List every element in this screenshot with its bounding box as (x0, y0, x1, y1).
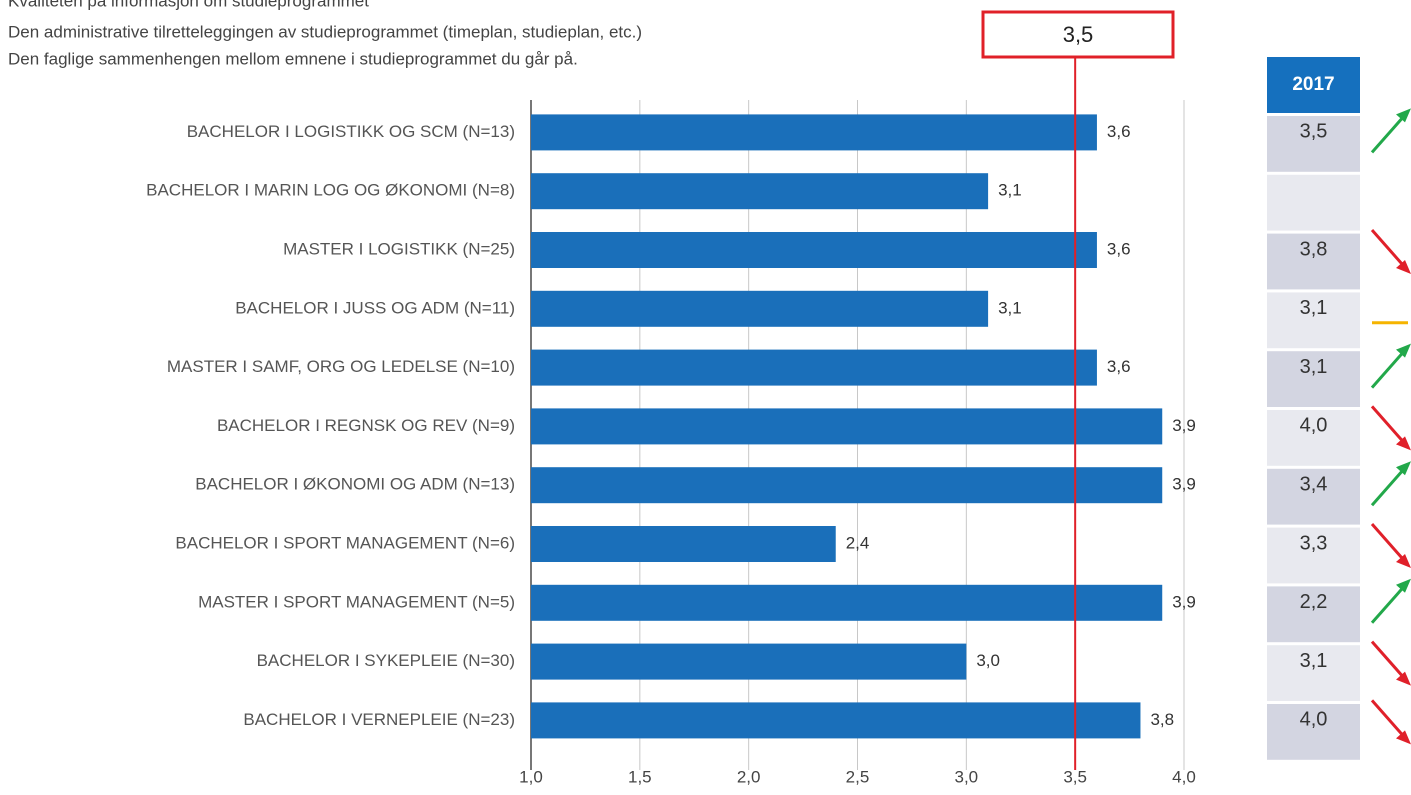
x-tick-label: 2,5 (846, 767, 870, 786)
table-cell (1267, 468, 1360, 525)
bar (531, 467, 1163, 504)
y-tick-label: BACHELOR I JUSS OG ADM (N=11) (235, 298, 515, 317)
data-label: 3,6 (1107, 239, 1131, 258)
table-cell (1267, 586, 1360, 643)
x-tick-label: 2,0 (737, 767, 761, 786)
table-cell (1267, 410, 1360, 466)
subtitle: Den administrative tilretteleggingen av … (8, 22, 642, 41)
subtitle: Den faglige sammenhengen mellom emnene i… (8, 49, 578, 68)
data-label: 3,1 (998, 298, 1022, 317)
bar (531, 173, 989, 210)
bar (531, 290, 989, 327)
x-tick-label: 3,5 (1063, 767, 1087, 786)
table-value: 3,1 (1300, 650, 1328, 672)
y-tick-label: BACHELOR I VERNEPLEIE (N=23) (243, 710, 515, 729)
trend-up-head (1396, 343, 1411, 358)
trend-down-head (1396, 554, 1411, 568)
trend-down (1370, 523, 1404, 559)
table-header: 2017 (1292, 74, 1334, 95)
table-cell (1267, 527, 1360, 584)
table-cell (1267, 116, 1360, 172)
y-tick-label: BACHELOR I SYKEPLEIE (N=30) (257, 651, 515, 670)
table-value: 3,1 (1300, 356, 1328, 378)
y-tick-label: BACHELOR I LOGISTIKK OG SCM (N=13) (187, 122, 515, 141)
y-tick-label: MASTER I LOGISTIKK (N=25) (283, 239, 515, 258)
y-tick-label: BACHELOR I ØKONOMI OG ADM (N=13) (195, 475, 515, 494)
data-label: 3,8 (1150, 710, 1174, 729)
table-cell (1267, 292, 1360, 349)
trend-up (1370, 117, 1404, 154)
reference-box (981, 10, 1175, 59)
table-cell (1267, 174, 1360, 231)
x-tick-label: 3,0 (955, 767, 979, 786)
bar (531, 408, 1163, 445)
bar (531, 643, 967, 680)
table-value: 4,0 (1300, 709, 1328, 731)
data-label: 3,1 (998, 181, 1022, 200)
table-value: 3,4 (1300, 473, 1328, 495)
y-tick-label: BACHELOR I SPORT MANAGEMENT (N=6) (175, 533, 515, 552)
table-cell (1267, 645, 1360, 701)
y-tick-label: MASTER I SPORT MANAGEMENT (N=5) (198, 592, 515, 611)
y-tick-label: BACHELOR I MARIN LOG OG ØKONOMI (N=8) (146, 181, 515, 200)
table-value: 3,8 (1300, 238, 1328, 260)
table-cell (1267, 704, 1360, 760)
bar (531, 584, 1163, 621)
trend-down (1370, 229, 1404, 265)
trend-up-head (1396, 108, 1411, 123)
trend-down-head (1396, 671, 1411, 686)
trend-down-head (1396, 260, 1411, 274)
data-label: 3,0 (976, 651, 1000, 670)
table-value: 3,5 (1300, 121, 1328, 143)
trend-down-head (1396, 730, 1411, 745)
table-value: 2,2 (1300, 591, 1328, 613)
trend-up-head (1396, 461, 1411, 476)
trend-up (1370, 587, 1404, 624)
data-label: 2,4 (846, 533, 870, 552)
data-label: 3,6 (1107, 357, 1131, 376)
data-label: 3,9 (1172, 592, 1196, 611)
table-cell (1267, 233, 1360, 290)
bar (531, 702, 1141, 739)
bar (531, 349, 1097, 386)
trend-down-head (1396, 436, 1411, 451)
trend-up (1370, 470, 1404, 507)
x-tick-label: 1,0 (519, 767, 543, 786)
bar (531, 526, 836, 562)
x-tick-label: 4,0 (1172, 767, 1196, 786)
table-value: 3,1 (1300, 297, 1328, 319)
x-tick-label: 1,5 (628, 767, 652, 786)
data-label: 3,9 (1172, 475, 1196, 494)
table-value: 3,3 (1300, 532, 1328, 554)
trend-up (1370, 352, 1404, 389)
data-label: 3,6 (1107, 122, 1131, 141)
table-value: 4,0 (1300, 415, 1328, 437)
table-cell (1267, 351, 1360, 407)
trend-down (1370, 699, 1404, 736)
y-tick-label: MASTER I SAMF, ORG OG LEDELSE (N=10) (167, 357, 515, 376)
reference-label: 3,5 (1063, 22, 1094, 47)
trend-down (1370, 640, 1404, 677)
data-label: 3,9 (1172, 416, 1196, 435)
y-tick-label: BACHELOR I REGNSK OG REV (N=9) (217, 416, 515, 435)
trend-down (1370, 405, 1404, 442)
trend-up-head (1396, 578, 1411, 593)
bar (531, 114, 1097, 151)
table-header-cell (1267, 57, 1360, 113)
bar (531, 232, 1097, 268)
subtitle: Kvaliteten på informasjon om studieprogr… (8, 0, 369, 10)
